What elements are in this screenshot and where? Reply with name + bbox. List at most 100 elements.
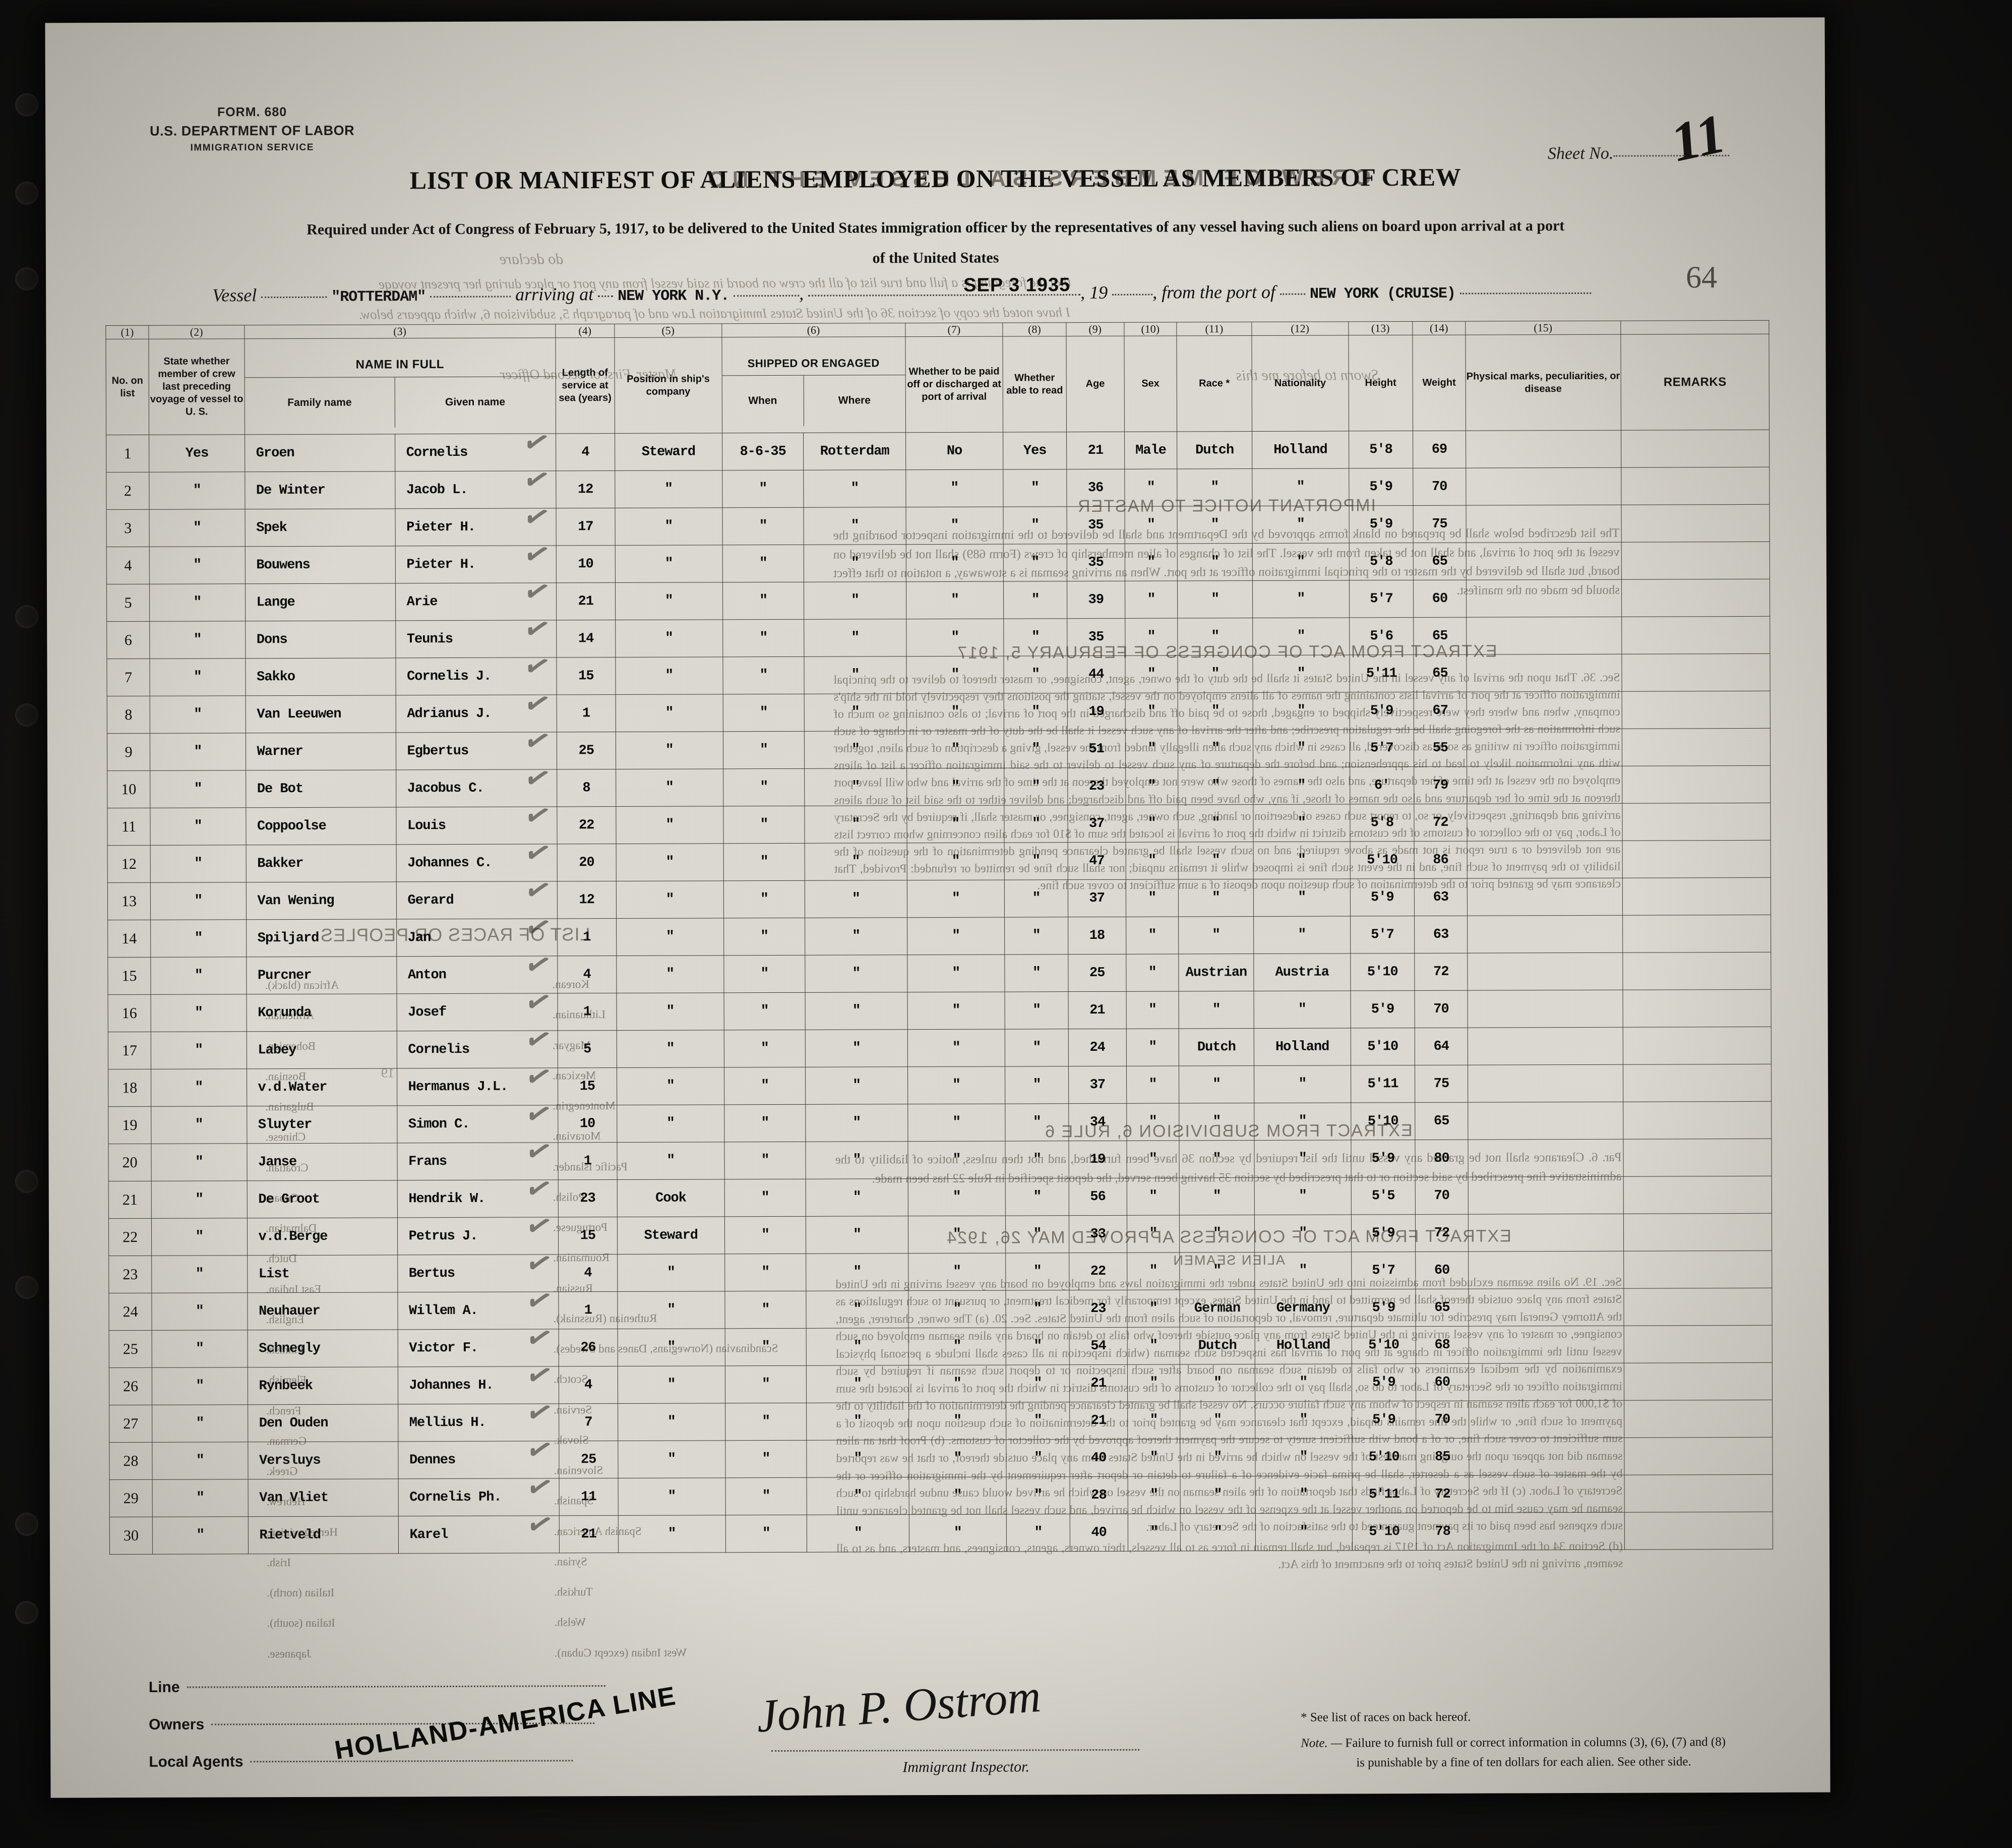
col-header-remarks: REMARKS xyxy=(1621,334,1770,431)
col-header-name-group: NAME IN FULL Family name Given name xyxy=(244,337,556,435)
cell-nationality: Holland xyxy=(1252,431,1349,469)
cell-height: 5'9 xyxy=(1351,1214,1416,1252)
cell-height: 5'10 xyxy=(1350,953,1415,991)
cell-position: " xyxy=(617,1254,725,1292)
cell-prior-crew: " xyxy=(152,1367,248,1405)
cell-physical-marks xyxy=(1466,617,1622,655)
colnum-10: (10) xyxy=(1124,322,1177,336)
colnum-8: (8) xyxy=(1003,322,1066,337)
cell-shipped-where: " xyxy=(804,693,906,732)
cell-shipped-where: " xyxy=(805,768,907,806)
cell-physical-marks xyxy=(1466,579,1622,618)
cell-able-read: " xyxy=(1005,1253,1069,1291)
table-row: 11 " Coppoolse Louis 22 ✓ " " " " " 37 " " " 5'8 72 xyxy=(107,796,1771,846)
colnum-13: (13) xyxy=(1348,321,1413,335)
cell-sex: " xyxy=(1127,1289,1180,1328)
cell-prior-crew: " xyxy=(152,1330,248,1368)
cell-able-read: " xyxy=(1004,730,1068,768)
cell-physical-marks xyxy=(1468,1064,1623,1103)
cell-able-read: " xyxy=(1005,1066,1069,1104)
cell-remarks xyxy=(1623,1027,1772,1065)
cell-family-name: Lange xyxy=(245,583,396,621)
cell-remarks xyxy=(1621,542,1770,580)
requirement-line-2: of the United States xyxy=(872,249,999,267)
row-number: 20 xyxy=(108,1144,152,1181)
cell-height: 5'9 xyxy=(1349,468,1414,506)
cell-nationality: " xyxy=(1253,766,1350,805)
cell-age: 56 xyxy=(1068,1178,1127,1216)
cell-remarks xyxy=(1622,952,1772,990)
cell-family-name: Bouwens xyxy=(245,546,395,584)
col-header-nationality: Nationality xyxy=(1251,335,1349,432)
cell-height: 5'9 xyxy=(1349,692,1414,730)
cell-sex: " xyxy=(1125,655,1178,693)
row-number: 30 xyxy=(109,1517,153,1555)
cell-position: " xyxy=(618,1515,726,1553)
cell-physical-marks xyxy=(1468,1363,1624,1401)
table-row: 6 " Dons Teunis 14 ✓ " " " " " 35 " " " 5'6 65 xyxy=(106,610,1770,659)
row-number: 22 xyxy=(108,1218,152,1256)
cell-physical-marks xyxy=(1466,430,1621,468)
cell-position: " xyxy=(615,545,723,583)
cell-paid-off: " xyxy=(907,917,1005,955)
cell-shipped-when: " xyxy=(723,843,805,881)
cell-nationality: " xyxy=(1255,1438,1352,1476)
cell-shipped-when: " xyxy=(724,1254,807,1291)
note-body-2: is punishable by a fine of ten dollars f… xyxy=(1356,1754,1691,1769)
cell-race: " xyxy=(1180,1401,1255,1439)
col-header-shipped-group: SHIPPED OR ENGAGED When Where xyxy=(721,336,906,433)
row-number: 5 xyxy=(106,584,150,622)
colnum-3: (3) xyxy=(244,324,556,339)
cell-prior-crew: " xyxy=(151,1180,247,1219)
cell-shipped-where: " xyxy=(807,1477,909,1515)
cell-service-years: 22 ✓ xyxy=(520,796,616,844)
cell-shipped-when: " xyxy=(722,694,805,732)
sheet-number-handwritten: 11 xyxy=(1670,101,1726,174)
cell-remarks xyxy=(1624,1512,1773,1550)
cell-family-name: Den Ouden xyxy=(248,1404,398,1442)
cell-nationality: " xyxy=(1255,1475,1352,1514)
cell-service-years: 25 ✓ xyxy=(520,722,616,769)
cell-race: " xyxy=(1177,655,1253,693)
cell-remarks xyxy=(1623,1250,1772,1289)
cell-nationality: Austria xyxy=(1253,953,1351,991)
cell-shipped-when: " xyxy=(723,768,805,806)
cell-race: " xyxy=(1177,506,1253,544)
cell-weight: 80 xyxy=(1415,1140,1468,1177)
cell-remarks xyxy=(1622,915,1771,953)
cell-family-name: Coppoolse xyxy=(246,807,396,845)
row-number: 15 xyxy=(107,957,151,995)
cell-remarks xyxy=(1623,1213,1772,1251)
col-header-paid-off: Whether to be paid off or discharged at … xyxy=(905,336,1003,433)
colnum-4: (4) xyxy=(555,324,615,338)
row-number: 10 xyxy=(107,770,150,808)
cell-physical-marks xyxy=(1467,1027,1623,1065)
cell-age: 54 xyxy=(1069,1327,1128,1365)
cell-able-read: " xyxy=(1005,1029,1069,1067)
cell-nationality: " xyxy=(1254,990,1351,1029)
cell-paid-off: " xyxy=(908,1440,1007,1477)
colnum-6: (6) xyxy=(721,323,905,337)
row-number: 26 xyxy=(109,1367,152,1405)
cell-service-years: 7 ✓ xyxy=(522,1393,618,1441)
cell-position: " xyxy=(616,955,724,993)
cell-race: " xyxy=(1179,1177,1255,1215)
col-header-physical-marks: Physical marks, peculiarities, or diseas… xyxy=(1465,334,1621,431)
cell-race: " xyxy=(1177,468,1253,507)
cell-weight: 72 xyxy=(1416,1475,1469,1513)
cell-position: " xyxy=(617,1067,724,1105)
cell-family-name: List xyxy=(247,1255,398,1293)
cell-position: " xyxy=(616,880,724,919)
cell-remarks xyxy=(1624,1288,1773,1326)
cell-position: " xyxy=(616,768,723,807)
cell-prior-crew: " xyxy=(150,807,246,846)
cell-prior-crew: " xyxy=(152,1479,248,1517)
cell-height: 5'6 xyxy=(1349,617,1414,655)
cell-sex: " xyxy=(1125,581,1178,619)
cell-remarks xyxy=(1623,1101,1772,1140)
colnum-14: (14) xyxy=(1413,321,1466,335)
cell-shipped-when: " xyxy=(725,1477,807,1515)
cell-height: 5'11 xyxy=(1352,1475,1417,1513)
cell-prior-crew: " xyxy=(150,658,246,696)
cell-age: 44 xyxy=(1067,655,1125,693)
